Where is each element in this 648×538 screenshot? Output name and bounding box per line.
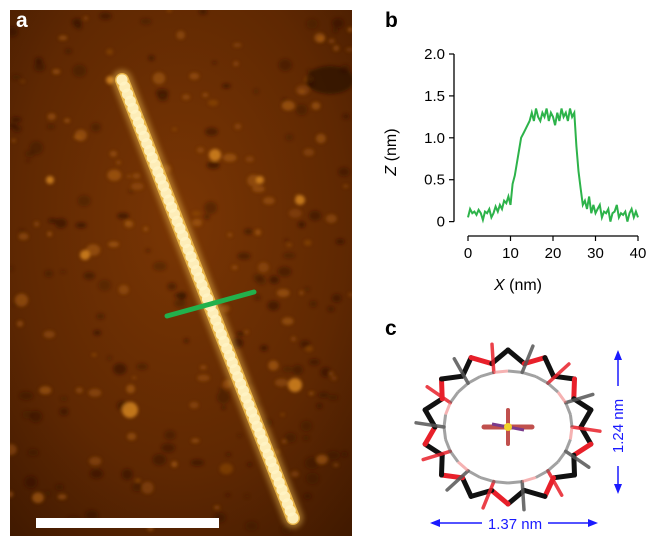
afm-fiber [112, 70, 303, 528]
x-tick-label: 40 [630, 245, 647, 262]
afm-linecut [164, 289, 257, 319]
cyclodextrin-ring [414, 342, 602, 512]
afm-scale-bar [36, 518, 219, 528]
y-tick-label: 1.5 [424, 88, 445, 105]
x-tick-label: 20 [545, 245, 562, 262]
height-profile-chart: 0 10 20 30 40 0 0.5 1.0 1.5 2.0 X (nm) Z (nm) [383, 46, 647, 294]
panel-b-letter: b [385, 9, 398, 32]
x-axis-label: X (nm) [493, 277, 542, 294]
panel-a-letter: a [16, 9, 28, 32]
y-tick-label: 1.0 [424, 130, 445, 147]
height-label: 1.24 nm [610, 399, 627, 453]
afm-texture [10, 10, 352, 535]
molecular-structure: 1.37 nm 1.24 nm [414, 342, 627, 533]
x-tick-label: 30 [587, 245, 604, 262]
afm-background [10, 10, 352, 536]
y-axis-label: Z (nm) [383, 128, 400, 176]
chart-axes [453, 54, 638, 237]
chart-ticks [449, 53, 639, 241]
y-tick-label: 2.0 [424, 46, 445, 63]
afm-image [10, 10, 352, 536]
guest-molecule [481, 408, 535, 446]
x-tick-label: 0 [464, 245, 472, 262]
width-label: 1.37 nm [488, 516, 542, 533]
y-tick-label: 0.5 [424, 172, 445, 189]
y-tick-label: 0 [437, 214, 445, 231]
height-dimension: 1.24 nm [610, 350, 627, 494]
x-tick-label: 10 [502, 245, 519, 262]
profile-series-line [467, 108, 639, 224]
width-dimension: 1.37 nm [430, 516, 598, 533]
panel-c-letter: c [385, 317, 397, 340]
